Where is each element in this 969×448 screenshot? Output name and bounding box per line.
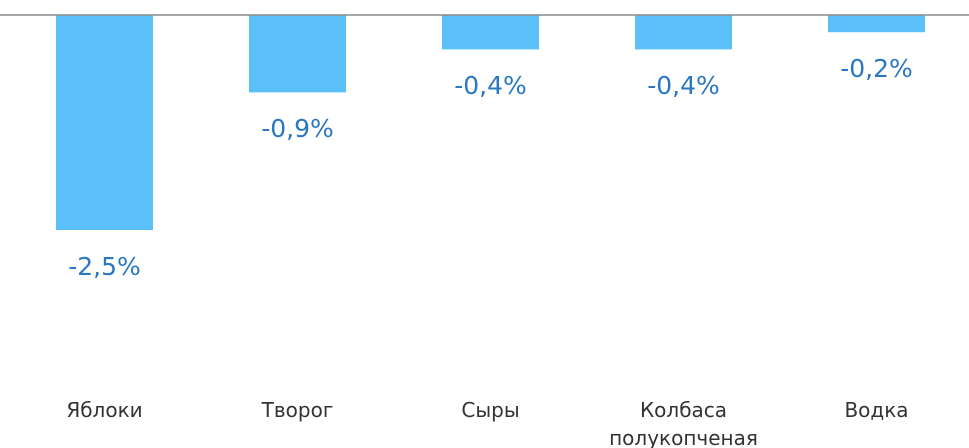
value-label: -0,9% — [261, 114, 334, 144]
x-tick-label: Водка — [844, 398, 909, 422]
x-tick-label: Яблоки — [66, 398, 143, 422]
x-tick-label: Творог — [261, 398, 334, 422]
bar — [828, 15, 925, 33]
value-label: -0,4% — [647, 71, 720, 101]
bar — [635, 15, 732, 50]
x-tick-label: Сыры — [461, 398, 520, 422]
x-tick-label: Колбаса полукопченая — [609, 398, 758, 448]
value-label: -2,5% — [68, 252, 141, 281]
value-label: -0,2% — [840, 54, 913, 84]
value-label: -0,4% — [454, 71, 527, 101]
bar — [56, 15, 153, 230]
bar — [442, 15, 539, 50]
bar — [249, 15, 346, 93]
